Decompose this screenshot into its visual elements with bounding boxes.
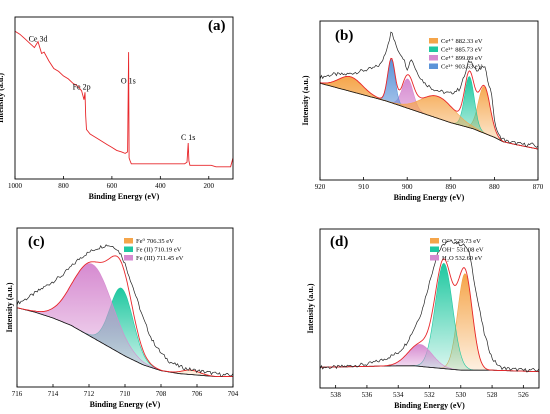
plot-frame [14, 16, 234, 180]
legend-swatch [430, 238, 439, 244]
x-tick-label: 706 [192, 390, 203, 398]
legend-label: Ce⁴⁺ 899.89 eV [441, 55, 483, 62]
legend-swatch [124, 238, 133, 244]
x-tick-label: 528 [487, 391, 498, 399]
x-tick-label: 532 [424, 391, 435, 399]
x-tick-label: 910 [358, 183, 369, 191]
legend-swatch [429, 63, 438, 69]
x-tick-label: 530 [456, 391, 467, 399]
raw-data-line [17, 244, 233, 377]
x-tick-label: 800 [58, 182, 69, 190]
x-tick-label: 200 [204, 182, 215, 190]
x-tick-label: 714 [48, 390, 59, 398]
legend-label: Fe (II) 710.19 eV [136, 247, 182, 254]
legend-swatch [429, 55, 438, 61]
x-tick-label: 400 [155, 182, 166, 190]
fit-envelope-line [320, 57, 538, 150]
peak-annotation: Fe 2p [73, 82, 91, 91]
background-line [17, 307, 233, 377]
plot-area [320, 31, 538, 150]
x-axis-label: Binding Energy (eV) [90, 400, 161, 409]
x-tick-label: 600 [107, 182, 118, 190]
peak-component-1 [320, 82, 538, 150]
x-tick-label: 900 [402, 183, 413, 191]
legend-swatch [429, 46, 438, 52]
plot-area [15, 30, 233, 168]
peak-component-6 [320, 82, 538, 150]
x-tick-label: 710 [120, 390, 131, 398]
x-tick-label: 708 [156, 390, 167, 398]
peak-annotation: C 1s [181, 133, 195, 142]
x-tick-label: 526 [518, 391, 529, 399]
legend-label: Fe (III) 711.45 eV [136, 255, 184, 262]
legend-label: Ce³⁺ 885.73 eV [441, 47, 483, 54]
legend-swatch [430, 255, 439, 261]
panel-a: 1000 800 600 400 200 Binding Energy (eV) Inten… [0, 16, 234, 201]
peak-annotation: Ce 3d [29, 35, 48, 44]
panel-label: (d) [330, 234, 348, 250]
x-tick-label: 870 [533, 183, 544, 191]
legend-swatch [124, 246, 133, 252]
x-tick-label: 534 [393, 391, 404, 399]
legend-swatch [430, 246, 439, 252]
x-tick-label: 1000 [8, 182, 23, 190]
raw-data-line [320, 239, 539, 373]
background-line [320, 82, 538, 150]
peak-component-2 [17, 287, 233, 377]
plot-area [320, 239, 539, 373]
legend-label: OH⁻ 531.08 eV [442, 247, 484, 254]
plot-frame [319, 20, 539, 181]
raw-data-line [320, 31, 538, 148]
y-axis-label: Intensity (a.u.) [306, 283, 315, 333]
x-tick-label: 716 [12, 390, 23, 398]
y-axis-label: Intensity (a.u.) [301, 75, 310, 125]
x-tick-label: 890 [446, 183, 457, 191]
x-tick-label: 920 [315, 183, 326, 191]
x-axis-label: Binding Energy (eV) [394, 193, 465, 202]
panel-label: (c) [28, 234, 45, 250]
plot-area [17, 244, 233, 377]
legend-swatch [429, 38, 438, 44]
survey-spectrum-line [15, 30, 233, 168]
y-axis-label: Intensity (a.u.) [0, 73, 5, 123]
x-tick-label: 538 [330, 391, 341, 399]
legend-label: Ce⁴⁺ 882.33 eV [441, 38, 483, 45]
panel-d: 538 536 534 532 530 528 526 Binding Energy (eV)… [306, 228, 540, 410]
panel-label: (b) [335, 28, 353, 44]
peak-annotation: O 1s [121, 76, 136, 85]
legend-label: O²⁻ 529.73 eV [442, 238, 481, 245]
x-axis-label: Binding Energy (eV) [394, 401, 465, 410]
x-tick-label: 536 [362, 391, 373, 399]
legend-label: Ce³⁺ 903.63 eV [441, 64, 483, 71]
x-axis-label: Binding Energy (eV) [89, 192, 160, 201]
x-tick-label: 880 [489, 183, 500, 191]
legend-label: H₂O 532.60 eV [442, 255, 483, 262]
x-tick-label: 704 [228, 390, 239, 398]
legend-swatch [124, 255, 133, 261]
panel-label: (a) [208, 18, 226, 34]
x-tick-label: 712 [84, 390, 95, 398]
legend-label: Fe⁰ 706.35 eV [136, 238, 174, 245]
panel-c: 716 714 712 710 708 706 704 Binding Energy (eV)… [5, 227, 239, 409]
panel-b: 920 910 900 890 880 870 Binding Energy (eV) Int… [301, 20, 544, 202]
y-axis-label: Intensity (a.u.) [5, 282, 14, 332]
